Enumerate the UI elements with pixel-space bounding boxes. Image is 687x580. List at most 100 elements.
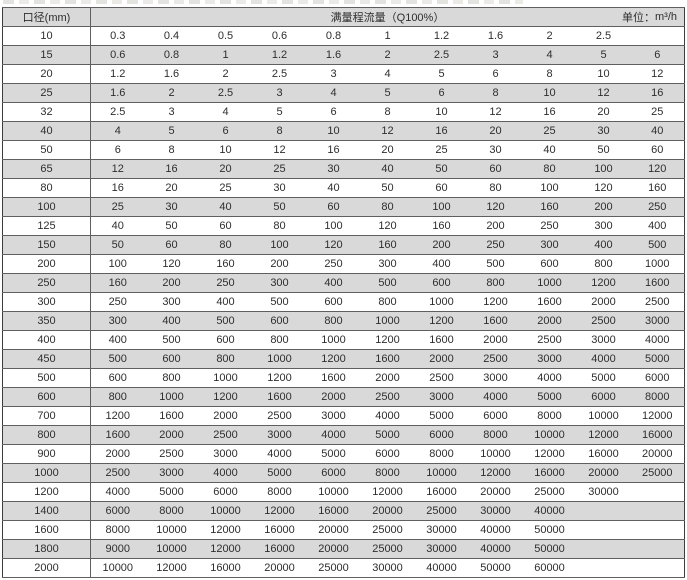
flow-value-cell: 600	[252, 311, 307, 331]
table-row: 500 600 800 1000 1200 1600 2000 2500 3000 4000 500…	[2, 368, 685, 388]
flow-value-cell: 6000	[576, 387, 631, 407]
flow-value-cell: 200	[414, 235, 469, 255]
table-row: 600 800 1000 1200 1600 2000 2500 3000 4000 5000 60…	[2, 387, 685, 407]
flow-value-cell: 50	[414, 159, 469, 179]
flow-value-cell: 8000	[468, 425, 523, 445]
flow-value-cell: 50000	[522, 539, 577, 559]
flow-value-cell: 40	[630, 121, 685, 141]
flow-value-cell	[630, 539, 685, 559]
flow-value-cell: 16	[144, 159, 199, 179]
table-row: 700 1200 1600 2000 2500 3000 4000 5000 6000 8000 1…	[2, 406, 685, 426]
flow-value-cell: 6	[468, 64, 523, 84]
flow-value-cell: 25	[414, 140, 469, 160]
flow-value-cell: 30000	[414, 539, 469, 559]
flow-value-cell: 16000	[522, 463, 577, 483]
diameter-cell: 1800	[2, 539, 91, 559]
flow-value-cell: 3000	[576, 330, 631, 350]
flow-value-cell: 3	[252, 83, 307, 103]
flow-value-cell: 10	[198, 140, 253, 160]
flow-value-cell: 16	[414, 121, 469, 141]
flow-value-cell: 8000	[630, 387, 685, 407]
flow-value-cell: 16000	[252, 539, 307, 559]
flow-value-cell: 4000	[360, 406, 415, 426]
flow-value-cell: 12000	[252, 501, 307, 521]
flow-value-cell: 2000	[522, 311, 577, 331]
diameter-cell: 2000	[2, 558, 91, 578]
flow-value-cell: 500	[144, 330, 199, 350]
flow-value-cell: 20	[468, 121, 523, 141]
flow-value-cell: 200	[576, 197, 631, 217]
diameter-cell: 700	[2, 406, 91, 426]
flow-value-cell: 2000	[414, 349, 469, 369]
flow-value-cell: 8	[522, 64, 577, 84]
flow-value-cell: 2.5	[414, 45, 469, 65]
flow-value-cell: 5	[360, 83, 415, 103]
flow-value-cell: 300	[576, 216, 631, 236]
flow-value-cell: 1600	[360, 349, 415, 369]
table-row: 1000 2500 3000 4000 5000 6000 8000 10000 12000 16…	[2, 463, 685, 483]
diameter-cell: 250	[2, 273, 91, 293]
flow-value-cell: 2.5	[198, 83, 253, 103]
flow-rate-table: 口径(mm) 满量程流量（Q100%） 单位： m³/h 10 0.3 0.4 0.5…	[2, 7, 685, 578]
table-row: 400 400 500 600 800 1000 1200 1600 2000 2500 3000 4…	[2, 330, 685, 350]
flow-value-cell: 1000	[306, 330, 361, 350]
flow-value-cell: 20000	[360, 501, 415, 521]
flow-value-cell: 16000	[306, 501, 361, 521]
flow-value-cell: 8000	[144, 501, 199, 521]
flow-value-cell: 300	[252, 273, 307, 293]
flow-value-cell: 3000	[252, 425, 307, 445]
flow-value-cell: 2500	[252, 406, 307, 426]
flow-value-cell: 4	[90, 121, 145, 141]
diameter-cell: 20	[2, 64, 91, 84]
flow-value-cell: 6000	[468, 406, 523, 426]
flow-value-cell: 5000	[576, 368, 631, 388]
diameter-cell: 40	[2, 121, 91, 141]
diameter-cell: 500	[2, 368, 91, 388]
flow-value-cell: 2500	[414, 368, 469, 388]
flow-value-cell: 80	[468, 178, 523, 198]
diameter-cell: 100	[2, 197, 91, 217]
flow-value-cell: 400	[306, 273, 361, 293]
flow-value-cell: 1.6	[306, 45, 361, 65]
flow-value-cell: 2	[144, 83, 199, 103]
flow-value-cell: 16	[306, 140, 361, 160]
flow-value-cell: 5000	[306, 444, 361, 464]
flow-value-cell: 2500	[630, 292, 685, 312]
flow-value-cell: 120	[630, 159, 685, 179]
flow-value-cell: 2.5	[252, 64, 307, 84]
flow-value-cell: 160	[360, 235, 415, 255]
flow-value-cell: 1600	[90, 425, 145, 445]
flow-value-cell: 40000	[468, 520, 523, 540]
table-row: 50 6 8 10 12 16 20 25 30 40 50 60	[2, 140, 685, 160]
flow-value-cell: 8000	[522, 406, 577, 426]
flow-value-cell: 30	[576, 121, 631, 141]
flow-value-cell: 4	[360, 64, 415, 84]
table-row: 80 16 20 25 30 40 50 60 80 100 120 160	[2, 178, 685, 198]
flow-value-cell: 800	[198, 349, 253, 369]
flow-value-cell: 40	[306, 178, 361, 198]
diameter-column-header: 口径(mm)	[2, 7, 91, 27]
flow-value-cell: 5000	[522, 387, 577, 407]
table-row: 800 1600 2000 2500 3000 4000 5000 6000 8000 10000…	[2, 425, 685, 445]
diameter-cell: 300	[2, 292, 91, 312]
diameter-cell: 15	[2, 45, 91, 65]
flow-value-cell: 30	[252, 178, 307, 198]
flow-value-cell: 250	[198, 273, 253, 293]
flow-value-cell: 120	[576, 178, 631, 198]
flow-value-cell: 160	[414, 216, 469, 236]
flow-value-cell: 12000	[630, 406, 685, 426]
flow-value-cell: 6000	[90, 501, 145, 521]
flow-value-cell: 5000	[360, 425, 415, 445]
flow-value-cell: 6	[90, 140, 145, 160]
flow-value-cell: 120	[306, 235, 361, 255]
flow-value-cell: 16000	[630, 425, 685, 445]
flow-value-cell: 300	[360, 254, 415, 274]
flow-value-cell: 1600	[630, 273, 685, 293]
flow-value-cell: 10	[414, 102, 469, 122]
flow-value-cell: 10000	[90, 558, 145, 578]
flow-value-cell: 160	[198, 254, 253, 274]
table-row: 65 12 16 20 25 30 40 50 60 80 100 120	[2, 159, 685, 179]
flow-value-cell: 2500	[576, 311, 631, 331]
flow-value-cell: 1.2	[252, 45, 307, 65]
flow-value-cell: 400	[90, 330, 145, 350]
